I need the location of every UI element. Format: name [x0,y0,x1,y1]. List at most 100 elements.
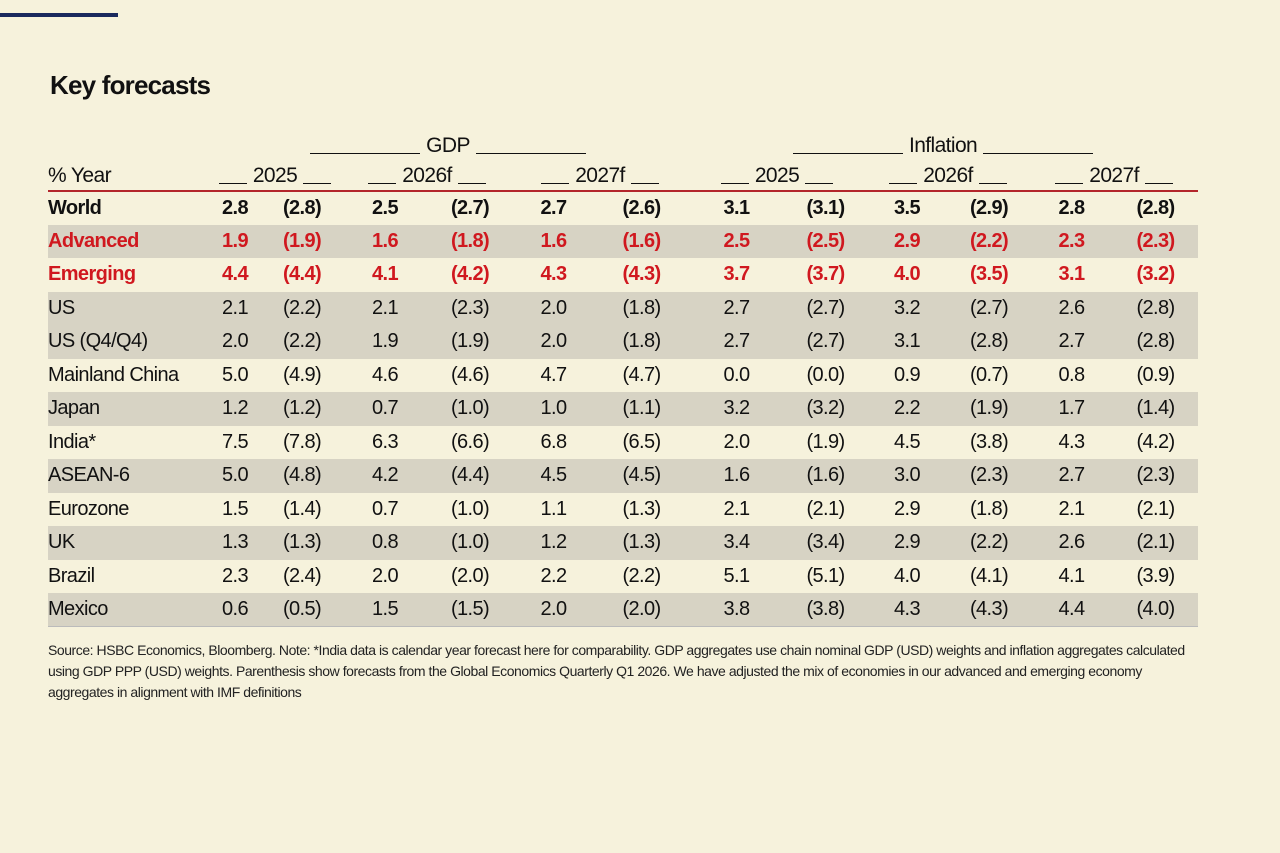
table-row: Emerging 4.4 (4.4) 4.1 (4.2) 4.3 (4.3) 3.7 (3.7)… [48,258,1198,292]
cell: 0.8 [1058,363,1085,386]
cell: 3.8 [688,593,785,627]
cell: 2.1 [723,497,750,520]
row-label: ASEAN-6 [48,464,130,487]
cell: (2.4) [282,564,322,587]
row-label: Eurozone [48,497,129,520]
cell: (3.7) [806,263,845,286]
cell: (2.0) [450,564,490,587]
cell: 1.5 [221,497,249,520]
cell: 4.3 [1058,430,1085,453]
cell: (0.7) [969,363,1009,386]
table-row: US 2.1 (2.2) 2.1 (2.3) 2.0 (1.8) 2.7 (2.7) 3.2 (2.… [48,291,1199,325]
cell: 3.4 [723,531,750,554]
cell: 4.0 [893,564,921,587]
cell: (1.0) [450,497,490,520]
cell: (1.4) [282,497,322,520]
cell: (1.3) [622,531,661,554]
cell: (4.4) [450,464,490,487]
cell: (2.2) [282,330,322,353]
group-header: GDP [208,124,688,158]
table-row: Mainland China 5.0 (4.9) 4.6 (4.6) 4.7 (4.7) 0.… [48,359,1198,393]
cell: (0.0) [806,363,845,386]
cell: (7.8) [282,430,322,453]
cell: 2.0 [371,564,399,587]
cell: (4.2) [450,263,490,286]
cell: (2.2) [969,531,1009,554]
cell: 1.6 [371,229,399,252]
cell: (2.9) [969,196,1009,219]
cell: 3.7 [723,263,750,286]
cell: 1.0 [540,397,567,420]
year-header: 2026f [866,158,1030,192]
table-row: India* 7.5 (7.8) 6.3 (6.6) 6.8 (6.5) 2.0 (1.9) 4.… [48,426,1198,460]
cell: (2.3) [1136,464,1175,487]
cell: 0.9 [893,363,921,386]
cell: (1.8) [450,229,490,252]
footnote: Source: HSBC Economics, Bloomberg. Note:… [48,642,1185,700]
cell: (2.2) [622,564,661,587]
cell: 1.6 [540,229,567,252]
cell: (4.3) [622,263,661,286]
cell: (2.3) [450,296,490,319]
cell: 0.7 [371,397,399,420]
year-header-row: % Year 2025 2026f 2027f 2025 2026f 2027f [48,158,1199,192]
year-header: 2025 [208,158,342,192]
row-label: Emerging [48,263,136,286]
cell: 4.5 [540,464,567,487]
cell: 3.0 [893,464,921,487]
cell: 2.8 [221,196,249,219]
cell: (4.8) [282,464,322,487]
cell: (3.8) [969,430,1009,453]
cell: 2.7 [1058,330,1085,353]
cell: (3.2) [1136,263,1175,286]
row-label: Mainland China [48,363,179,386]
cell: 4.0 [893,263,921,286]
cell: 4.4 [221,263,249,286]
cell: (4.9) [282,363,322,386]
cell: 1.7 [1058,397,1085,420]
cell: (5.1) [806,564,845,587]
cell: 1.9 [371,330,399,353]
cell: 0.7 [371,497,399,520]
cell: 5.1 [723,564,750,587]
cell: (1.3) [622,497,661,520]
cell: 2.9 [893,229,921,252]
row-label: US (Q4/Q4) [48,330,148,353]
cell: (4.4) [282,263,322,286]
cell: (1.0) [450,397,490,420]
cell: (3.8) [785,593,866,627]
cell: 2.1 [371,296,399,319]
row-label: Mexico [48,593,208,627]
cell: (4.2) [1136,430,1175,453]
cell: 2.6 [1058,531,1085,554]
cell: 2.1 [1058,497,1085,520]
forecast-table: GDP Inflation % Year 2025 2026f 2027f 2025 2… [48,124,1199,627]
cell: (1.8) [622,330,661,353]
year-label: 2026f [883,164,1013,187]
cell: 1.5 [342,593,428,627]
cell: (1.3) [282,531,322,554]
row-label: Advanced [48,229,139,252]
spacer [48,124,208,158]
year-header: 2026f [342,158,512,192]
cell: 4.5 [893,430,921,453]
cell: 4.1 [1058,564,1085,587]
cell: (2.7) [969,296,1009,319]
cell: (1.4) [1136,397,1175,420]
cell: 2.2 [540,564,567,587]
cell: (2.8) [969,330,1009,353]
title: Key forecasts [50,70,211,100]
cell: (4.5) [622,464,661,487]
cell: 4.4 [1030,593,1113,627]
cell: (2.8) [1136,196,1175,219]
cell: 3.1 [723,196,750,219]
row-label: Japan [48,397,100,420]
cell: 3.1 [1058,263,1085,286]
table-row: Brazil 2.3 (2.4) 2.0 (2.0) 2.2 (2.2) 5.1 (5.1) 4.… [48,560,1198,594]
cell: (0.5) [262,593,342,627]
cell: (2.6) [622,196,661,219]
cell: (6.5) [622,430,661,453]
group-label: GDP [304,134,592,157]
cell: (2.3) [1136,229,1175,252]
